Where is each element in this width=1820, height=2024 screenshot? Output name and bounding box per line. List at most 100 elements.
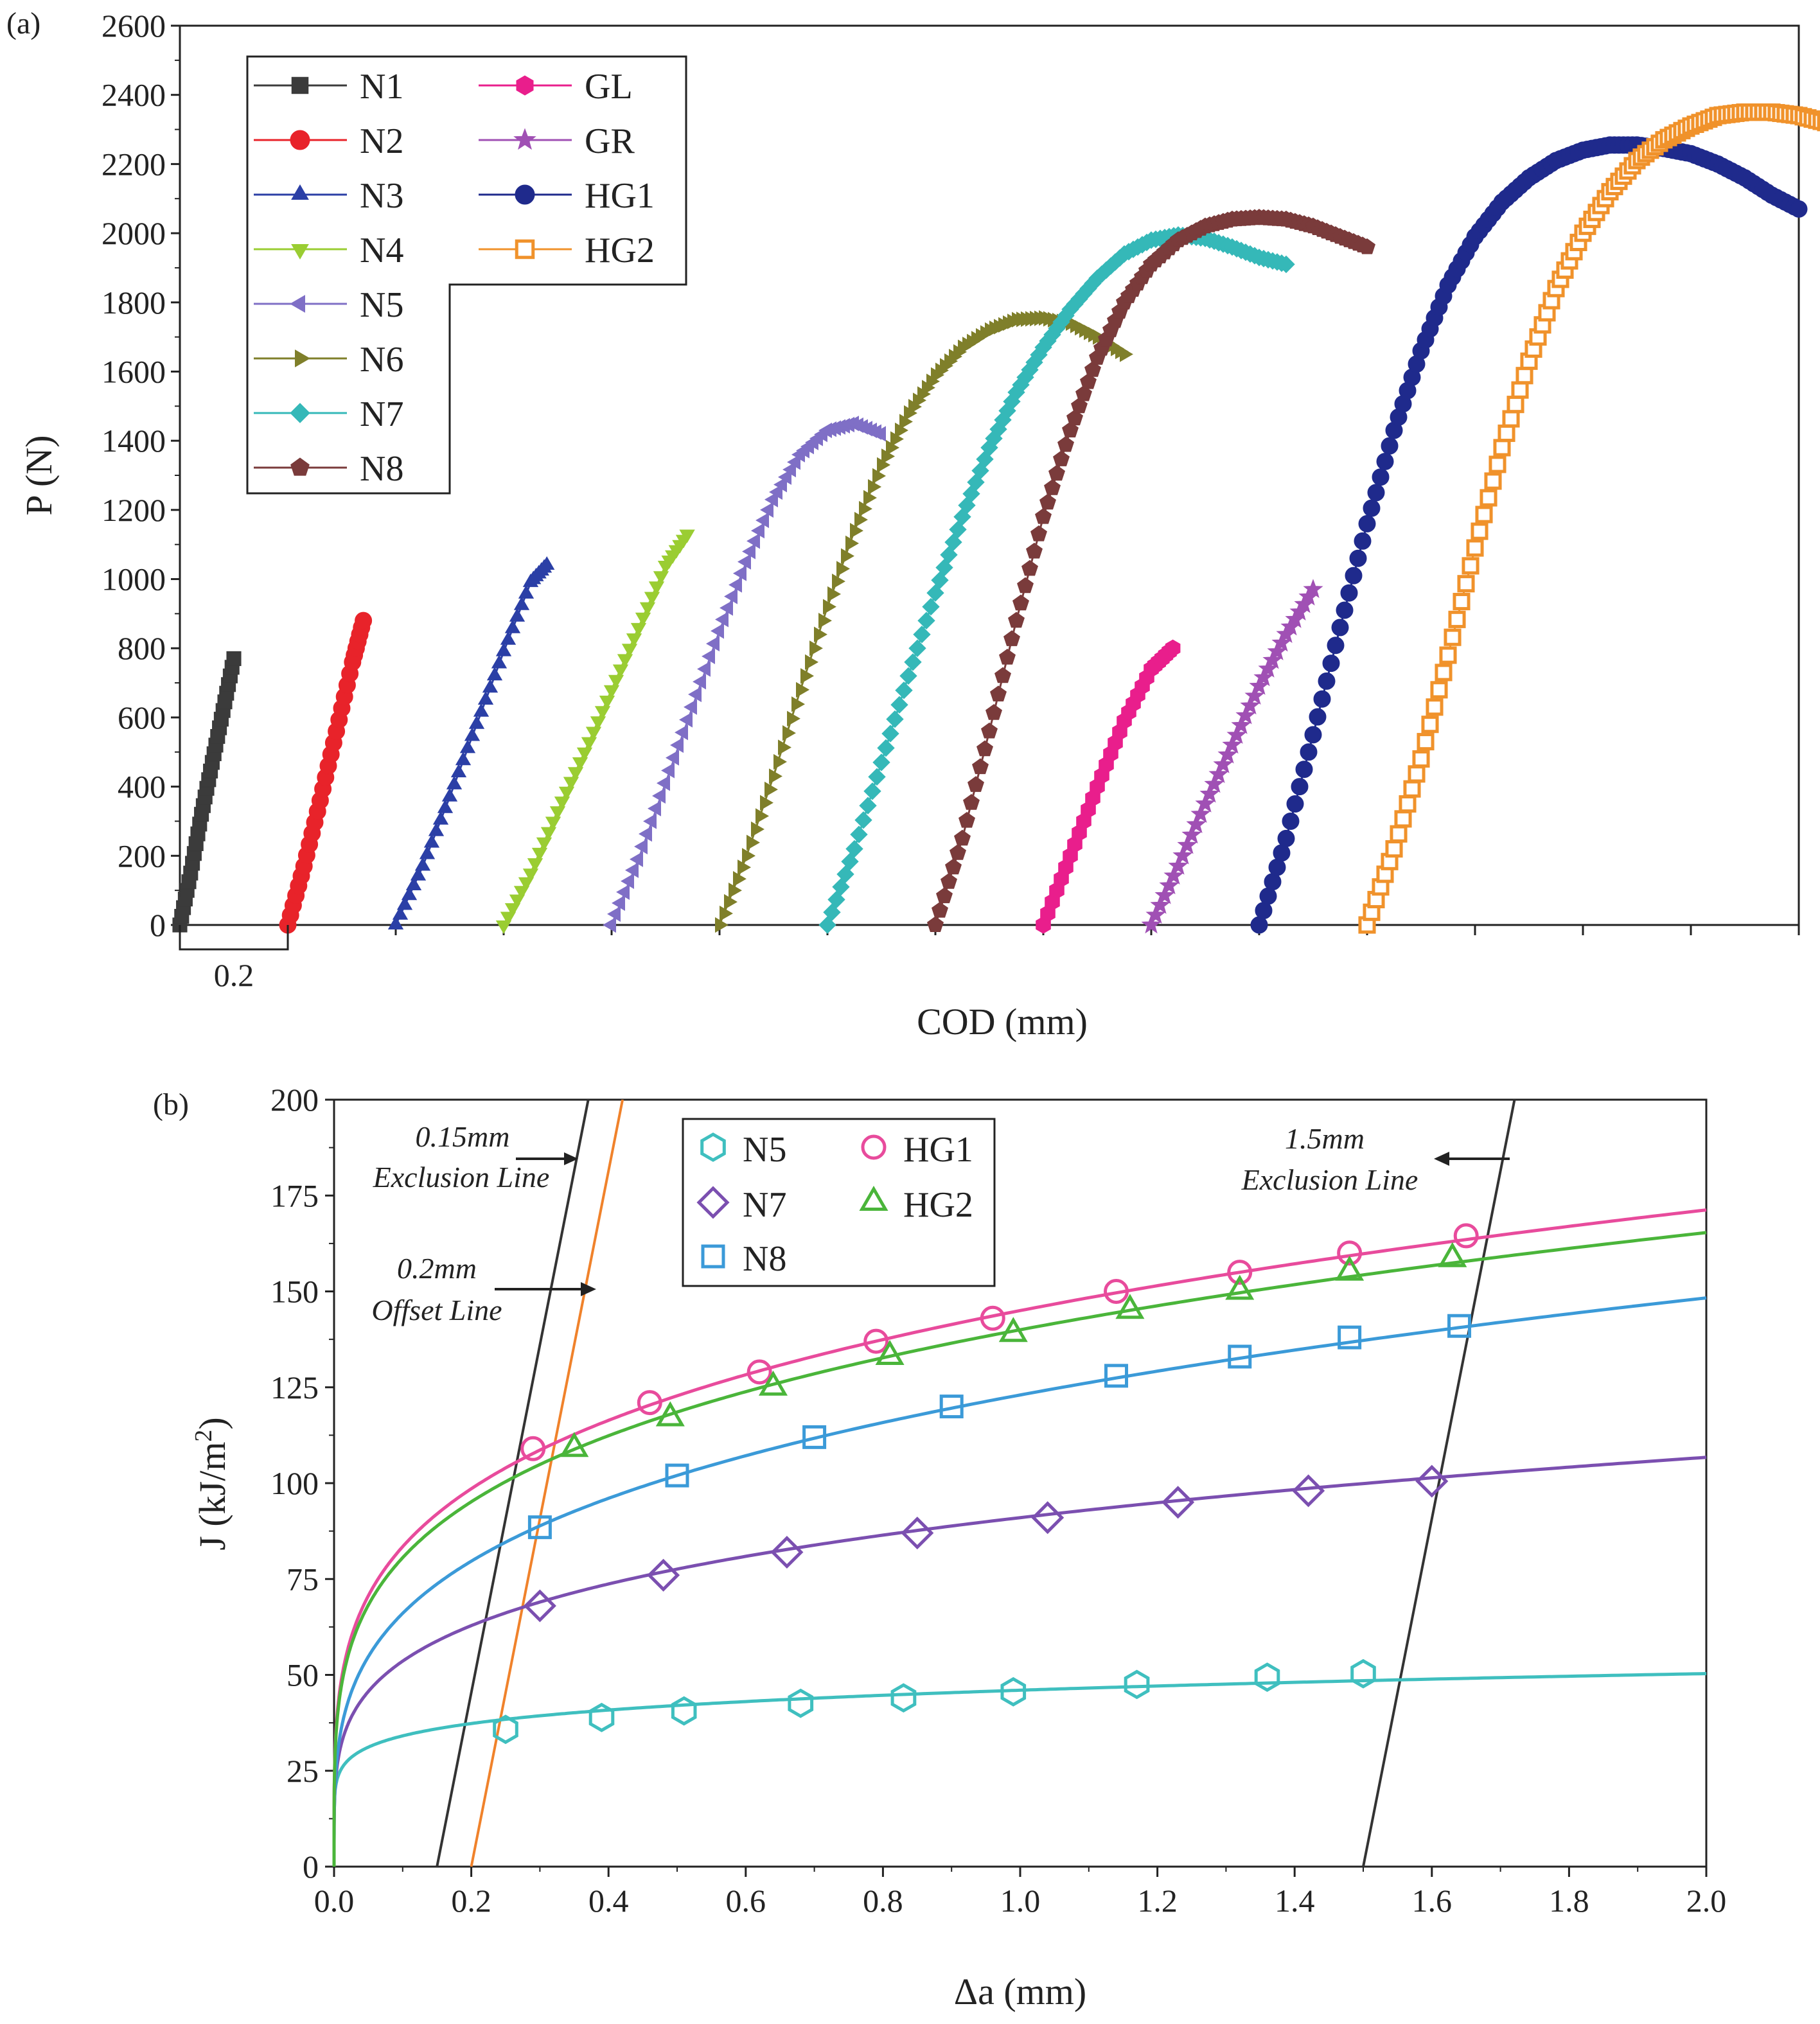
data-point-hg2 bbox=[1471, 522, 1489, 540]
data-point-n5 bbox=[702, 648, 715, 664]
data-point-n6 bbox=[755, 808, 770, 824]
data-point-n7 bbox=[1031, 1501, 1065, 1535]
data-point-n4 bbox=[581, 737, 597, 751]
data-point-n5 bbox=[642, 813, 657, 829]
data-point-n4 bbox=[599, 696, 615, 709]
data-point-n6 bbox=[742, 848, 755, 864]
data-point-n8 bbox=[990, 685, 1007, 701]
data-point-hg2 bbox=[1408, 765, 1426, 783]
data-point-hg1 bbox=[1318, 672, 1336, 690]
annotation-015-arrowhead bbox=[564, 1152, 578, 1165]
data-point-hg2 bbox=[1385, 840, 1403, 858]
data-point-n5 bbox=[639, 826, 652, 842]
data-point-n5 bbox=[651, 788, 666, 804]
data-point-hg1 bbox=[1264, 873, 1282, 891]
data-point-n7 bbox=[845, 840, 863, 858]
data-point-hg1 bbox=[1259, 887, 1277, 905]
data-point-n4 bbox=[644, 592, 660, 606]
data-point-n4 bbox=[608, 674, 624, 689]
data-point-n8 bbox=[1075, 385, 1092, 401]
data-point-n5 bbox=[633, 838, 648, 855]
data-point-n5 bbox=[603, 917, 616, 933]
data-point-n8 bbox=[981, 722, 998, 739]
data-point-n8 bbox=[802, 1425, 827, 1449]
data-point-n7 bbox=[886, 710, 904, 728]
data-point-n4 bbox=[504, 903, 521, 917]
data-point-n5 bbox=[671, 1696, 697, 1726]
data-point-n6 bbox=[796, 682, 810, 698]
data-point-n6 bbox=[827, 586, 842, 602]
data-point-n8 bbox=[1017, 577, 1034, 594]
data-point-n4 bbox=[563, 777, 579, 791]
data-point-hg2 bbox=[1390, 825, 1408, 843]
data-point-hg1 bbox=[1282, 812, 1300, 830]
data-point-n6 bbox=[769, 768, 783, 784]
data-point-n5 bbox=[692, 674, 706, 690]
data-point-n5 bbox=[615, 884, 630, 900]
data-point-n3 bbox=[468, 715, 485, 729]
panel-b-x-tick-label: 0.6 bbox=[726, 1883, 766, 1919]
data-point-n5 bbox=[714, 612, 729, 628]
legend-label-gl: GL bbox=[585, 67, 633, 107]
data-point-n4 bbox=[576, 747, 593, 761]
legend-marker-n7 bbox=[290, 403, 310, 423]
data-point-n7 bbox=[935, 558, 953, 577]
data-point-hg1 bbox=[1322, 655, 1340, 673]
data-point-gr bbox=[1235, 705, 1256, 725]
panel-a: (a) 0 200 400 600 800 1000 1200 1400 1600 1800 200… bbox=[6, 6, 1820, 1043]
data-point-n7 bbox=[872, 753, 890, 771]
series-n7 bbox=[818, 226, 1295, 934]
data-point-n4 bbox=[527, 858, 543, 872]
annotation-15-title: 1.5mm bbox=[1285, 1122, 1365, 1155]
data-point-hg1 bbox=[1250, 916, 1268, 934]
data-point-hg2 bbox=[1115, 1294, 1145, 1319]
data-point-n5 bbox=[719, 600, 733, 616]
data-point-n7 bbox=[922, 597, 940, 616]
data-point-n4 bbox=[554, 796, 570, 811]
data-point-n6 bbox=[764, 781, 778, 798]
data-point-hg1 bbox=[1277, 829, 1295, 847]
panel-a-y-tick-label: 1000 bbox=[102, 561, 166, 597]
panel-b-legend: N5 N7 N8 HG1 HG2 bbox=[696, 1130, 973, 1279]
data-point-hg1 bbox=[1273, 844, 1291, 862]
data-point-n8 bbox=[1021, 559, 1038, 576]
data-point-n7 bbox=[868, 768, 886, 786]
legend-label-hg2: HG2 bbox=[903, 1185, 973, 1225]
data-point-hg2 bbox=[1817, 114, 1820, 132]
data-point-hg1 bbox=[1268, 858, 1286, 876]
legend-label-n7: N7 bbox=[360, 394, 403, 434]
panel-a-y-tick-label: 1400 bbox=[102, 423, 166, 459]
fit-series-hg1 bbox=[332, 1208, 1707, 1867]
series-gl bbox=[1036, 639, 1181, 934]
data-point-n3 bbox=[387, 916, 404, 929]
legend-label-gr: GR bbox=[585, 121, 635, 161]
data-point-n5 bbox=[1000, 1676, 1027, 1707]
panel-b-x-tick-label: 1.4 bbox=[1275, 1883, 1315, 1919]
panel-a-legend: N1 N2 N3 N4 N5 N6 N7 N8 GL GR HG1 HG2 bbox=[254, 67, 655, 489]
data-point-n8 bbox=[665, 1463, 689, 1488]
series-n1 bbox=[172, 651, 242, 933]
data-point-hg1 bbox=[1291, 778, 1309, 796]
data-point-n8 bbox=[954, 829, 971, 846]
data-point-n3 bbox=[423, 834, 440, 848]
panel-b-y-tick-label: 200 bbox=[270, 1082, 319, 1118]
data-point-hg2 bbox=[1403, 780, 1421, 798]
data-point-hg2 bbox=[560, 1432, 589, 1457]
data-point-hg2 bbox=[1399, 795, 1417, 813]
data-point-n4 bbox=[617, 654, 633, 668]
data-point-n8 bbox=[1447, 1314, 1472, 1338]
data-point-n7 bbox=[895, 681, 913, 700]
data-point-n8 bbox=[927, 916, 944, 932]
annotation-02-subtitle: Offset Line bbox=[371, 1294, 502, 1326]
data-point-n8 bbox=[972, 758, 989, 775]
data-point-n8 bbox=[1338, 1325, 1362, 1350]
panel-b-x-tick-label: 1.2 bbox=[1137, 1883, 1178, 1919]
data-point-n8 bbox=[1039, 493, 1056, 510]
series-hg2 bbox=[1358, 103, 1820, 934]
data-point-n8 bbox=[1057, 436, 1074, 452]
data-point-hg1 bbox=[1313, 690, 1331, 708]
data-point-n4 bbox=[513, 886, 530, 900]
panel-b-x-tick-label: 1.0 bbox=[1000, 1883, 1041, 1919]
data-point-n4 bbox=[518, 877, 535, 891]
data-point-n4 bbox=[648, 581, 665, 595]
